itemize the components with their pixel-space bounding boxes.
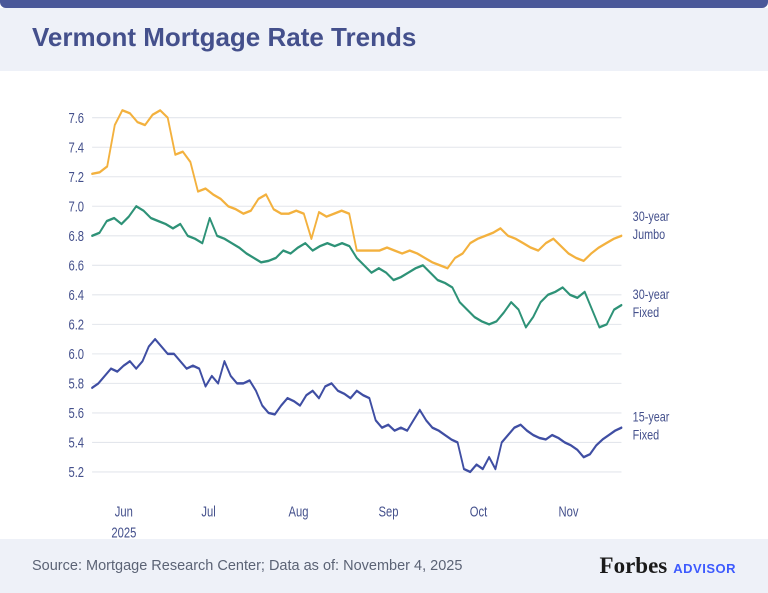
line-series-15-year-fixed[interactable] (92, 339, 621, 472)
svg-text:Jun: Jun (115, 503, 133, 520)
svg-text:7.0: 7.0 (68, 198, 84, 215)
advisor-logo-text: ADVISOR (673, 561, 736, 576)
xaxis-labels-group: Jun 2025 Jul Aug Sep Oct Nov (111, 503, 579, 541)
svg-text:5.4: 5.4 (68, 434, 84, 451)
svg-text:6.4: 6.4 (68, 287, 84, 304)
svg-text:5.2: 5.2 (68, 464, 84, 481)
svg-text:15-year: 15-year (633, 409, 670, 425)
svg-text:5.8: 5.8 (68, 375, 84, 392)
svg-text:Jumbo: Jumbo (633, 227, 665, 243)
line-chart-svg[interactable]: 5.25.45.65.86.06.26.46.66.87.07.27.47.6 … (60, 85, 676, 529)
mortgage-chart-app: Vermont Mortgage Rate Trends 5.2 5.4 5.6 5.… (0, 0, 768, 593)
svg-text:Fixed: Fixed (633, 304, 659, 320)
line-series-30-year-fixed[interactable] (92, 206, 621, 327)
page-title: Vermont Mortgage Rate Trends (32, 22, 736, 53)
svg-text:30-year: 30-year (633, 209, 670, 225)
series-end-labels-group: 30-year Jumbo 30-year Fixed 15-year Fixed (633, 209, 670, 443)
svg-text:6.6: 6.6 (68, 257, 84, 274)
svg-text:7.6: 7.6 (68, 109, 84, 126)
svg-text:6.8: 6.8 (68, 228, 84, 245)
svg-text:Aug: Aug (289, 503, 309, 520)
chart-container: 5.2 5.4 5.6 5.8 6.0 6.2 6.4 6.6 6.8 7.0 7.2 7.4 7.6 … (0, 71, 768, 539)
yaxis-labels-group: 5.2 5.4 5.6 5.8 6.0 6.2 6.4 6.6 6.8 7.0 7.2 7.4 7.6 (68, 109, 84, 480)
footer-section: Source: Mortgage Research Center; Data a… (0, 539, 768, 593)
line-series-30-year-jumbo[interactable] (92, 110, 621, 268)
forbes-advisor-logo[interactable]: Forbes ADVISOR (600, 553, 736, 579)
header-section: Vermont Mortgage Rate Trends (0, 8, 768, 71)
svg-text:5.6: 5.6 (68, 405, 84, 422)
svg-text:Jul: Jul (201, 503, 215, 520)
series-lines-group (92, 110, 621, 472)
gridlines-group (92, 118, 621, 472)
svg-text:Fixed: Fixed (633, 427, 659, 443)
source-text: Source: Mortgage Research Center; Data a… (32, 558, 462, 574)
svg-text:6.2: 6.2 (68, 316, 84, 333)
svg-text:7.2: 7.2 (68, 169, 84, 186)
top-accent-bar (0, 0, 768, 8)
svg-text:6.0: 6.0 (68, 346, 84, 363)
svg-text:30-year: 30-year (633, 286, 670, 302)
svg-text:2025: 2025 (111, 524, 136, 541)
svg-text:Nov: Nov (559, 503, 579, 520)
forbes-logo-text: Forbes (600, 553, 668, 579)
svg-text:Sep: Sep (379, 503, 399, 520)
svg-text:7.4: 7.4 (68, 139, 84, 156)
svg-text:Oct: Oct (470, 503, 488, 520)
